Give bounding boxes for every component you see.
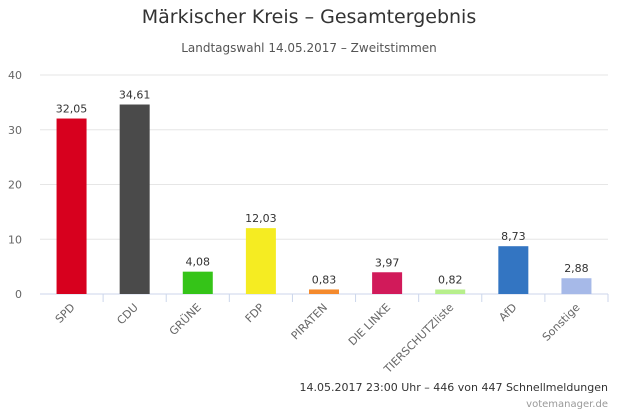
bar-tierschutzliste [435,289,466,294]
data-label: 0,83 [312,273,337,286]
chart-subtitle: Landtagswahl 14.05.2017 – Zweitstimmen [181,41,437,55]
bar-cdu [119,104,150,294]
x-tick-label: SPD [53,301,78,326]
data-label: 2,88 [564,262,589,275]
data-label: 34,61 [119,89,151,102]
credit-text: votemanager.de [526,399,608,410]
data-label: 3,97 [375,256,400,269]
data-label: 4,08 [186,256,211,269]
bar-piraten [309,289,339,294]
bar-gr-ne [182,271,213,294]
x-tick-label: CDU [114,301,140,327]
x-tick-label: AfD [496,301,519,324]
data-label: 12,03 [245,212,277,225]
bar-afd [498,246,529,294]
data-label: 32,05 [56,103,88,116]
footer-timestamp: 14.05.2017 23:00 Uhr – 446 von 447 Schne… [299,381,608,394]
bar-sonstige [561,278,592,294]
bar-spd [56,118,87,295]
x-tick-label: FDP [243,301,268,326]
data-label: 8,73 [501,230,526,243]
x-tick-label: TIERSCHUTZliste [381,301,457,377]
y-tick-label: 0 [15,288,22,301]
bar-die-linke [372,272,403,294]
y-tick-label: 30 [8,124,22,137]
data-label: 0,82 [438,274,463,287]
y-tick-label: 10 [8,233,22,246]
y-tick-label: 40 [8,69,22,82]
bar-fdp [245,228,276,294]
x-tick-label: Sonstige [540,301,583,344]
chart-title: Märkischer Kreis – Gesamtergebnis [141,6,477,28]
x-tick-label: DIE LINKE [346,301,393,348]
x-tick-label: GRÜNE [167,301,204,338]
y-tick-label: 20 [8,179,22,192]
x-tick-label: PIRATEN [289,301,330,342]
